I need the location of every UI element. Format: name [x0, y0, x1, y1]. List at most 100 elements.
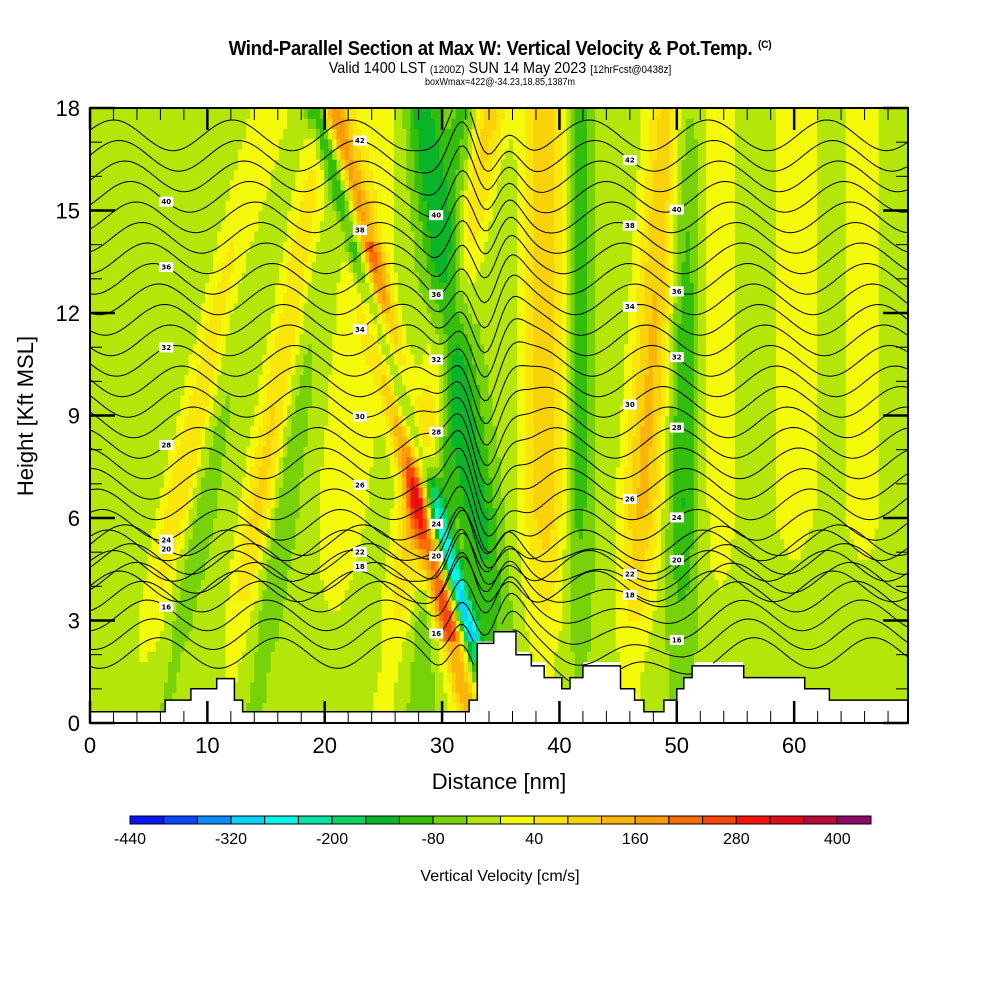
- velocity-cell: [196, 210, 202, 222]
- velocity-cell: [184, 333, 190, 345]
- velocity-cell: [188, 200, 194, 212]
- velocity-cell: [254, 313, 259, 324]
- velocity-cell: [94, 661, 99, 673]
- velocity-cell: [196, 620, 202, 632]
- velocity-cell: [295, 569, 301, 581]
- velocity-cell: [184, 559, 190, 570]
- velocity-cell: [352, 313, 358, 324]
- velocity-cell: [320, 108, 325, 119]
- velocity-cell: [90, 374, 95, 386]
- velocity-cell: [426, 692, 432, 704]
- velocity-cell: [336, 313, 342, 324]
- velocity-cell: [295, 292, 301, 304]
- velocity-cell: [237, 487, 243, 499]
- velocity-cell: [122, 138, 128, 150]
- velocity-cell: [254, 559, 259, 570]
- velocity-cell: [373, 446, 379, 458]
- velocity-cell: [176, 682, 181, 693]
- velocity-cell: [406, 272, 411, 283]
- velocity-cell: [418, 702, 424, 714]
- velocity-cell: [180, 610, 186, 622]
- velocity-cell: [394, 272, 399, 283]
- velocity-cell: [266, 159, 272, 170]
- velocity-cell: [192, 241, 198, 252]
- velocity-cell: [377, 323, 383, 335]
- velocity-cell: [200, 425, 206, 437]
- velocity-cell: [328, 384, 333, 396]
- velocity-cell: [324, 313, 329, 324]
- velocity-cell: [221, 343, 227, 355]
- velocity-cell: [217, 487, 222, 499]
- velocity-cell: [283, 466, 288, 478]
- velocity-cell: [352, 538, 358, 550]
- velocity-cell: [180, 395, 186, 406]
- velocity-cell: [229, 241, 235, 252]
- velocity-cell: [188, 405, 194, 417]
- velocity-cell: [242, 333, 247, 345]
- velocity-cell: [270, 436, 276, 447]
- velocity-cell: [159, 272, 165, 283]
- velocity-cell: [225, 456, 231, 468]
- velocity-cell: [311, 528, 317, 540]
- velocity-cell: [229, 384, 235, 396]
- velocity-cell: [426, 538, 432, 550]
- velocity-cell: [373, 169, 379, 181]
- velocity-cell: [151, 630, 157, 642]
- velocity-cell: [196, 579, 202, 591]
- velocity-cell: [348, 671, 354, 683]
- velocity-cell: [315, 569, 321, 581]
- velocity-cell: [118, 487, 124, 499]
- velocity-cell: [90, 518, 95, 529]
- velocity-cell: [270, 682, 276, 693]
- velocity-cell: [118, 200, 124, 212]
- velocity-cell: [435, 661, 440, 673]
- velocity-cell: [389, 251, 395, 263]
- velocity-cell: [340, 128, 346, 140]
- velocity-cell: [143, 538, 149, 550]
- velocity-cell: [114, 323, 120, 335]
- velocity-cell: [180, 149, 186, 160]
- velocity-cell: [422, 436, 428, 447]
- velocity-cell: [98, 507, 103, 519]
- velocity-cell: [242, 323, 247, 335]
- velocity-cell: [196, 220, 202, 232]
- velocity-cell: [344, 436, 350, 447]
- velocity-cell: [155, 446, 161, 458]
- velocity-cell: [155, 671, 161, 683]
- velocity-cell: [381, 507, 387, 519]
- velocity-cell: [344, 108, 350, 119]
- velocity-cell: [385, 497, 391, 509]
- velocity-cell: [410, 302, 416, 314]
- velocity-cell: [320, 220, 325, 232]
- velocity-cell: [410, 600, 416, 611]
- velocity-cell: [336, 415, 342, 427]
- velocity-cell: [184, 466, 190, 478]
- velocity-cell: [221, 456, 227, 468]
- velocity-cell: [110, 354, 116, 365]
- velocity-cell: [394, 702, 399, 714]
- velocity-cell: [377, 600, 383, 611]
- velocity-cell: [90, 641, 95, 652]
- velocity-cell: [266, 630, 272, 642]
- velocity-cell: [176, 600, 181, 611]
- velocity-cell: [324, 436, 329, 447]
- velocity-cell: [291, 343, 296, 355]
- velocity-cell: [118, 436, 124, 447]
- velocity-cell: [262, 682, 268, 693]
- velocity-cell: [118, 220, 124, 232]
- velocity-cell: [295, 395, 301, 406]
- velocity-cell: [233, 507, 239, 519]
- velocity-cell: [262, 620, 268, 632]
- velocity-cell: [369, 374, 374, 386]
- velocity-cell: [188, 220, 194, 232]
- velocity-cell: [229, 671, 235, 683]
- velocity-cell: [151, 518, 157, 529]
- velocity-cell: [320, 384, 325, 396]
- velocity-cell: [348, 600, 354, 611]
- velocity-cell: [254, 415, 259, 427]
- velocity-cell: [274, 149, 280, 160]
- velocity-cell: [278, 661, 284, 673]
- velocity-cell: [291, 569, 296, 581]
- velocity-cell: [426, 251, 432, 263]
- velocity-cell: [225, 118, 231, 129]
